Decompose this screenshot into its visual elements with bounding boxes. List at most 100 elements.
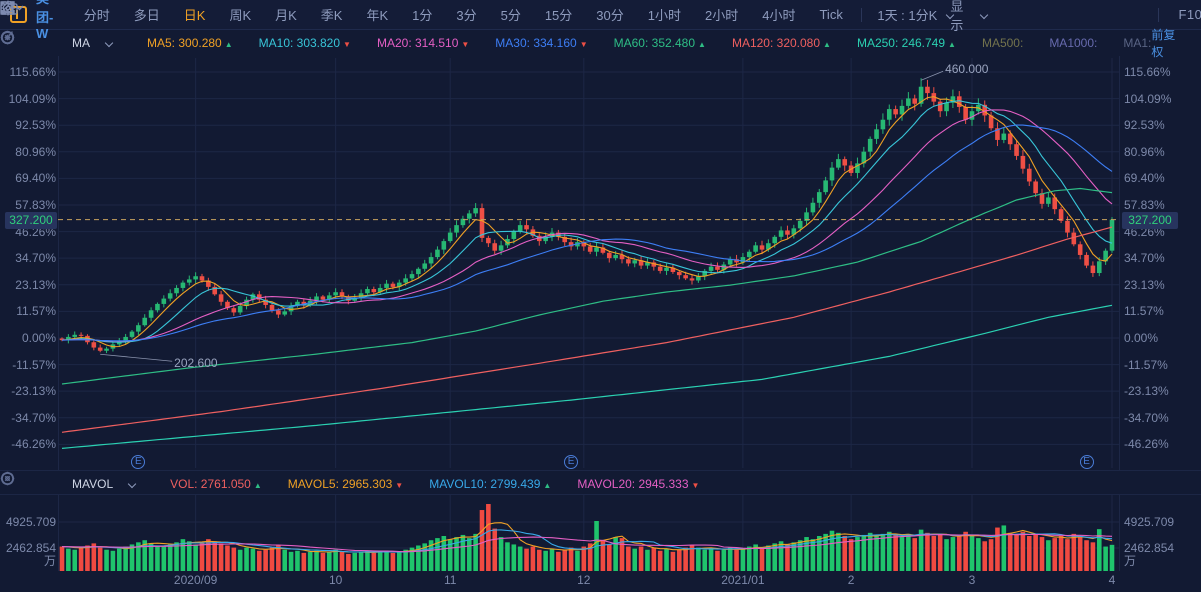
indicator-value-MA500: MA500: bbox=[981, 36, 1024, 50]
timeframe-30分[interactable]: 30分 bbox=[596, 8, 624, 23]
volume-indicator-row: MAVOL VOL: 2761.050 ▲ MAVOL5: 2965.303 ▼ MAV… bbox=[0, 470, 1201, 496]
candlestick-canvas[interactable] bbox=[0, 56, 1201, 470]
percent-tick-left: 115.66% bbox=[9, 65, 56, 79]
percent-tick-left: 69.40% bbox=[15, 171, 56, 186]
percent-tick-right: 0.00% bbox=[1124, 330, 1159, 345]
timeframe-2小时[interactable]: 2小时 bbox=[705, 8, 739, 23]
timeframe-3分[interactable]: 3分 bbox=[456, 8, 477, 23]
ma-row-controls: MA bbox=[0, 30, 113, 50]
chevron-down-icon[interactable] bbox=[980, 11, 987, 19]
volume-tick-right: 4925.709 bbox=[1124, 514, 1175, 529]
indicator-value-MA5: MA5: 300.280 ▲ bbox=[147, 36, 233, 50]
percent-tick-left: 11.57% bbox=[16, 304, 56, 319]
current-price-tag-right: 327.200 bbox=[1122, 211, 1178, 229]
stock-symbol[interactable]: 美团-W bbox=[36, 0, 54, 41]
down-triangle-icon: ▼ bbox=[691, 480, 700, 490]
chevron-down-icon[interactable] bbox=[946, 11, 950, 19]
timeframe-1分[interactable]: 1分 bbox=[412, 8, 433, 23]
chart-style-selector-icon[interactable] bbox=[0, 1, 1047, 24]
ma-values-list: MA5: 300.280 ▲ MA10: 303.820 ▼ MA20: 314.510… bbox=[121, 36, 1151, 50]
fullscreen-expand-icon[interactable] bbox=[1, 1, 1137, 24]
toolbar-divider bbox=[860, 7, 862, 22]
percent-tick-left: 23.13% bbox=[15, 277, 56, 292]
indicator-value-VOL: VOL: 2761.050 ▲ bbox=[170, 476, 262, 491]
percent-tick-left: -23.13% bbox=[11, 384, 56, 399]
percent-tick-left: 104.09% bbox=[8, 91, 56, 106]
main-candlestick-chart[interactable]: 115.66% 115.66% 104.09% 104.09% 92.53% 92.53%… bbox=[0, 56, 1201, 470]
volume-tick-left: 4925.709 bbox=[5, 514, 56, 529]
volume-canvas[interactable] bbox=[0, 495, 1201, 571]
ma-indicator-row: MA MA5: 300.280 ▲ MA10: 303.820 ▼ MA20: 314.… bbox=[0, 28, 1201, 59]
percent-tick-right: 69.40% bbox=[1124, 171, 1165, 186]
reset-zoom-icon[interactable] bbox=[1, 31, 1200, 51]
timeframe-5分[interactable]: 5分 bbox=[500, 8, 521, 23]
percent-tick-left: -34.70% bbox=[11, 410, 56, 425]
custom-period-selector[interactable]: 1天 : 1分K bbox=[877, 8, 938, 23]
percent-tick-left: 92.53% bbox=[15, 118, 56, 133]
date-axis: 2020/09 10 11 12 2021/01 2 3 4 bbox=[0, 570, 1201, 592]
indicator-value-MA250: MA250: 246.749 ▲ bbox=[856, 36, 956, 50]
down-triangle-icon: ▼ bbox=[395, 480, 404, 490]
toolbar-divider bbox=[1157, 7, 1159, 22]
percent-tick-left: 34.70% bbox=[15, 251, 56, 266]
timeframe-15分[interactable]: 15分 bbox=[544, 8, 573, 23]
percent-tick-left: 57.83% bbox=[15, 197, 56, 212]
settings-gear-icon[interactable] bbox=[0, 0, 1017, 24]
earnings-event-marker[interactable]: E bbox=[1079, 455, 1094, 469]
earnings-event-marker[interactable]: E bbox=[131, 455, 146, 469]
display-menu[interactable]: 显示 bbox=[950, 0, 964, 33]
percent-tick-right: 34.70% bbox=[1124, 251, 1165, 266]
volume-tick-left: 2462.854 bbox=[5, 541, 56, 555]
up-triangle-icon: ▲ bbox=[948, 40, 956, 49]
indicator-value-MAVOL20: MAVOL20: 2945.333 ▼ bbox=[577, 476, 700, 491]
indicator-value-MA60: MA60: 352.480 ▲ bbox=[613, 36, 706, 50]
timeframe-月K[interactable]: 月K bbox=[275, 8, 297, 23]
date-label-2021-01: 2021/01 bbox=[721, 573, 765, 587]
date-label-10: 10 bbox=[328, 573, 343, 587]
draw-pencil-icon[interactable] bbox=[1, 1, 1107, 24]
ma-row-right-controls: 前复权 bbox=[0, 26, 1201, 60]
ma-indicator-name[interactable]: MA bbox=[72, 36, 90, 50]
high-price-annotation: 460.000 bbox=[945, 62, 989, 77]
vol-values-list: VOL: 2761.050 ▲ MAVOL5: 2965.303 ▼ MAVOL10: … bbox=[144, 477, 699, 491]
volume-unit-right: 万 bbox=[1124, 554, 1137, 568]
vol-row-controls: MAVOL bbox=[0, 471, 136, 491]
indicator-value-MA1: MA1: bbox=[1123, 36, 1152, 50]
indicator-value-MA120: MA120: 320.080 ▲ bbox=[731, 36, 831, 50]
date-label-12: 12 bbox=[577, 573, 591, 587]
chevron-down-icon[interactable] bbox=[128, 480, 136, 488]
vol-indicator-name[interactable]: MAVOL bbox=[72, 476, 114, 491]
adjust-mode-button[interactable]: 前复权 bbox=[1151, 28, 1176, 59]
percent-tick-right: 92.53% bbox=[1124, 118, 1165, 133]
volume-chart[interactable]: 4925.709 4925.709 2462.854 2462.854 万万 bbox=[0, 494, 1201, 571]
timeframe-4小时[interactable]: 4小时 bbox=[762, 8, 796, 23]
screenshot-camera-icon[interactable] bbox=[0, 1, 1077, 24]
indicator-value-MA10: MA10: 303.820 ▼ bbox=[258, 36, 351, 50]
down-triangle-icon: ▼ bbox=[579, 40, 588, 49]
date-label-2020-09: 2020/09 bbox=[173, 573, 218, 587]
timeframe-1小时[interactable]: 1小时 bbox=[647, 8, 681, 23]
timeframe-分时[interactable]: 分时 bbox=[83, 8, 110, 23]
indicator-value-MA30: MA30: 334.160 ▼ bbox=[495, 36, 588, 50]
indicator-value-MA20: MA20: 314.510 ▼ bbox=[376, 36, 470, 50]
timeframe-季K[interactable]: 季K bbox=[320, 8, 343, 23]
percent-tick-right: 23.13% bbox=[1124, 277, 1165, 292]
down-triangle-icon: ▼ bbox=[461, 40, 470, 49]
toolbar-right-group: 显示 F10 bbox=[0, 0, 1201, 34]
f10-button[interactable]: F10 bbox=[1178, 7, 1201, 22]
timeframe-多日[interactable]: 多日 bbox=[133, 8, 160, 23]
chevron-down-icon[interactable] bbox=[105, 39, 113, 47]
timeframe-日K[interactable]: 日K bbox=[183, 8, 206, 23]
percent-tick-right: 57.83% bbox=[1124, 197, 1165, 212]
timeframe-年K[interactable]: 年K bbox=[366, 8, 389, 23]
timeframe-Tick[interactable]: Tick bbox=[819, 7, 843, 22]
percent-tick-right: -11.57% bbox=[1124, 357, 1168, 372]
down-triangle-icon: ▼ bbox=[343, 40, 351, 49]
up-triangle-icon: ▲ bbox=[698, 40, 706, 49]
toolbar-left-group: 美团-W 分时 多日 日K 周K 月K 季K 年K 1分 3分 5分 15分 30分 1小时 2小时 4小时… bbox=[0, 0, 950, 41]
earnings-event-marker[interactable]: E bbox=[564, 455, 579, 469]
low-price-annotation: 202.600 bbox=[174, 356, 218, 371]
up-triangle-icon: ▲ bbox=[823, 40, 831, 49]
timeframe-周K[interactable]: 周K bbox=[229, 8, 252, 23]
up-triangle-icon: ▲ bbox=[543, 480, 552, 490]
